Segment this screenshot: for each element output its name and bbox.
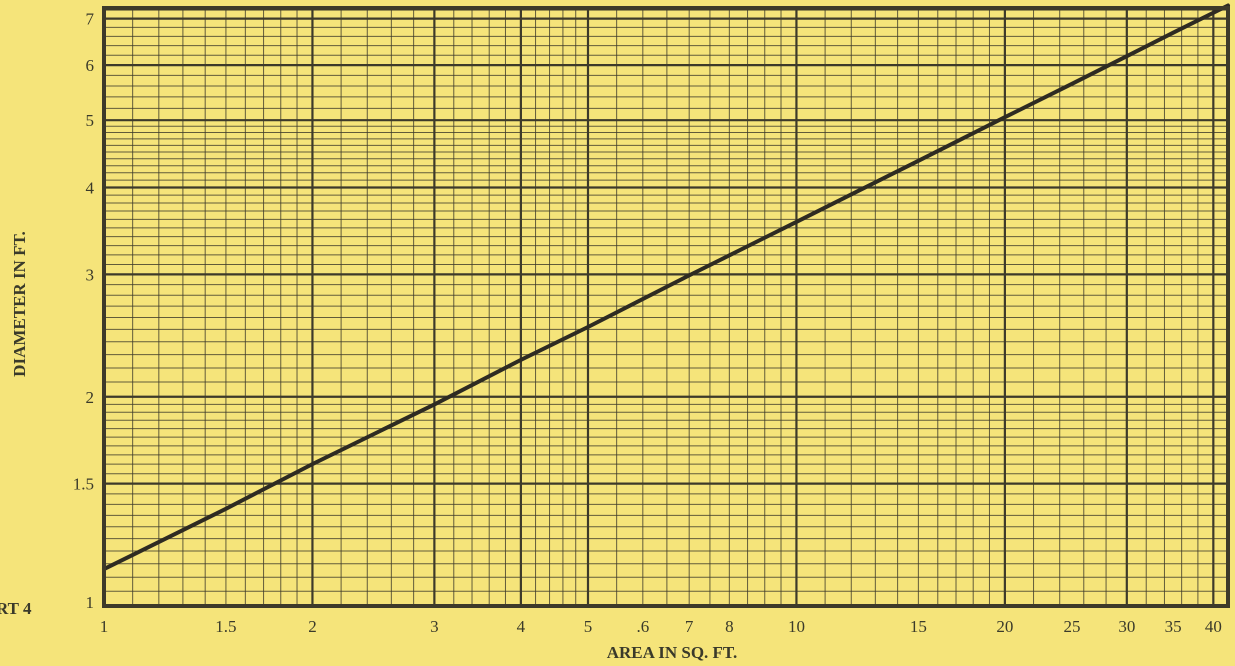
x-tick-label: 2 [308,617,317,636]
x-tick-label: 10 [788,617,805,636]
y-tick-label: 1.5 [73,475,94,494]
y-tick-label: 7 [86,10,95,29]
y-tick-label: 5 [86,111,95,130]
y-tick-label: 3 [86,265,95,284]
series-layer [102,3,1230,572]
y-axis-title: DIAMETER IN FT. [10,231,29,377]
x-tick-labels: 1 1.5 2 3 4 5 .6 7 8 10 15 20 25 30 35 40 [100,617,1222,636]
x-tick-label: 1 [100,617,109,636]
x-tick-label: 25 [1063,617,1080,636]
x-tick-label: 1.5 [215,617,236,636]
y-tick-label: 4 [86,179,95,198]
series-line [102,3,1230,572]
plot-frame [102,6,1230,608]
chart-side-label: RT 4 [0,599,32,618]
y-tick-label: 6 [86,56,95,75]
x-tick-label: 15 [910,617,927,636]
x-tick-label: 7 [685,617,694,636]
y-tick-label: 2 [86,388,95,407]
y-tick-labels: 1 1.5 2 3 4 5 6 7 [73,10,95,612]
minor-grid [103,8,1228,607]
x-tick-label: 20 [996,617,1013,636]
x-tick-label: 35 [1165,617,1182,636]
x-tick-label: .6 [636,617,649,636]
x-tick-label: 3 [430,617,439,636]
x-tick-label: 5 [584,617,593,636]
y-tick-label: 1 [86,593,95,612]
x-tick-label: 4 [517,617,526,636]
x-tick-label: 40 [1205,617,1222,636]
x-axis-title: AREA IN SQ. FT. [607,643,738,662]
x-tick-label: 8 [725,617,734,636]
x-tick-label: 30 [1118,617,1135,636]
